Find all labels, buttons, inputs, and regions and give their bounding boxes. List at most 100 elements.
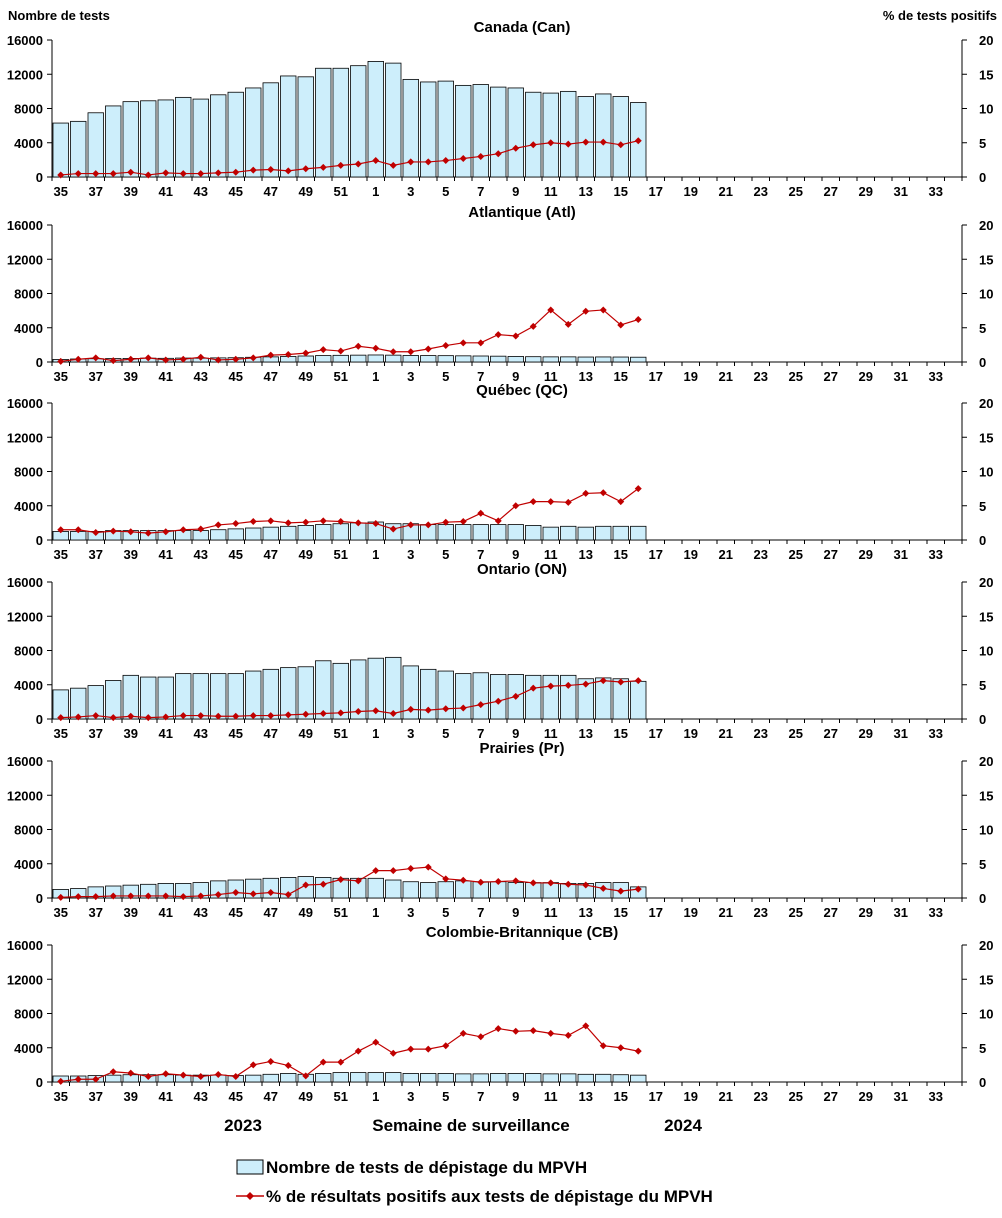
positivity-point xyxy=(512,332,520,340)
positivity-point xyxy=(267,1057,275,1065)
test-bar xyxy=(367,61,384,178)
test-bar xyxy=(437,80,454,178)
positivity-point xyxy=(547,879,555,887)
test-bar xyxy=(315,524,332,541)
positivity-point xyxy=(57,893,65,901)
test-bar xyxy=(507,1073,524,1083)
x-tick-label: 17 xyxy=(649,184,663,199)
positivity-point xyxy=(232,1073,240,1081)
left-axis-title: Nombre de tests xyxy=(8,8,110,23)
x-tick-label: 7 xyxy=(477,184,484,199)
positivity-point xyxy=(477,152,485,160)
x-tick-label: 49 xyxy=(299,726,313,741)
positivity-point xyxy=(547,682,555,690)
test-bar xyxy=(455,355,472,363)
test-bar xyxy=(157,676,174,720)
test-bar xyxy=(210,673,227,720)
positivity-point xyxy=(162,713,170,721)
x-tick-label: 25 xyxy=(789,547,803,562)
x-tick-label: 1 xyxy=(372,369,379,384)
positivity-point xyxy=(197,1073,205,1081)
test-bar xyxy=(315,660,332,720)
positivity-point xyxy=(162,169,170,177)
x-tick-label: 31 xyxy=(894,184,908,199)
x-tick-label: 43 xyxy=(194,1089,208,1104)
right-tick-label: 10 xyxy=(979,287,993,302)
positivity-point xyxy=(337,1058,345,1066)
x-tick-label: 45 xyxy=(229,369,243,384)
x-tick-label: 37 xyxy=(89,547,103,562)
positivity-point xyxy=(564,880,572,888)
panel-title: Ontario (ON) xyxy=(477,561,567,578)
test-bar xyxy=(402,78,419,178)
x-tick-label: 43 xyxy=(194,369,208,384)
positivity-point xyxy=(284,167,292,175)
x-tick-label: 45 xyxy=(229,547,243,562)
positivity-point xyxy=(407,521,415,529)
positivity-point xyxy=(162,1070,170,1078)
positivity-point xyxy=(144,354,152,362)
positivity-point xyxy=(127,355,135,363)
test-bar xyxy=(332,354,349,363)
positivity-point xyxy=(634,1047,642,1055)
test-bar xyxy=(245,1074,262,1083)
positivity-point xyxy=(92,354,100,362)
panel-3: Ontario (ON)0400080001200016000051015203… xyxy=(7,561,994,741)
left-tick-label: 8000 xyxy=(14,287,43,302)
x-tick-label: 41 xyxy=(159,184,173,199)
test-bar xyxy=(262,526,279,541)
left-tick-label: 0 xyxy=(36,891,43,906)
x-tick-label: 15 xyxy=(614,547,628,562)
panel-0: Canada (Can)0400080001200016000051015203… xyxy=(7,19,994,199)
positivity-point xyxy=(407,1045,415,1053)
right-tick-label: 20 xyxy=(979,575,993,590)
x-tick-label: 21 xyxy=(719,184,733,199)
positivity-point xyxy=(494,331,502,339)
x-tick-label: 33 xyxy=(929,905,943,920)
x-tick-label: 19 xyxy=(684,726,698,741)
x-tick-label: 27 xyxy=(824,1089,838,1104)
test-bar xyxy=(192,98,209,178)
positivity-point xyxy=(424,1045,432,1053)
right-tick-label: 10 xyxy=(979,465,993,480)
positivity-point xyxy=(564,681,572,689)
x-tick-label: 27 xyxy=(824,547,838,562)
x-tick-label: 49 xyxy=(299,1089,313,1104)
positivity-point xyxy=(319,1058,327,1066)
positivity-point xyxy=(197,892,205,900)
positivity-point xyxy=(477,701,485,709)
test-bar xyxy=(157,99,174,178)
x-tick-label: 23 xyxy=(754,726,768,741)
positivity-point xyxy=(249,1061,257,1069)
positivity-point xyxy=(74,170,82,178)
test-bar xyxy=(87,112,104,178)
positivity-point xyxy=(494,697,502,705)
positivity-point xyxy=(372,344,380,352)
x-tick-label: 21 xyxy=(719,547,733,562)
positivity-point xyxy=(547,139,555,147)
test-bar xyxy=(472,672,489,720)
test-bar xyxy=(525,91,542,178)
left-tick-label: 16000 xyxy=(7,754,43,769)
positivity-point xyxy=(617,498,625,506)
positivity-point xyxy=(564,498,572,506)
positivity-point xyxy=(127,712,135,720)
test-bar xyxy=(437,881,454,899)
left-tick-label: 4000 xyxy=(14,321,43,336)
test-bar xyxy=(437,355,454,363)
positivity-line xyxy=(60,488,639,534)
positivity-point xyxy=(442,1042,450,1050)
x-tick-label: 23 xyxy=(754,547,768,562)
test-bar xyxy=(612,1074,629,1083)
test-bar xyxy=(280,75,297,178)
test-bar xyxy=(350,659,367,720)
x-tick-label: 17 xyxy=(649,369,663,384)
positivity-point xyxy=(634,485,642,493)
positivity-point xyxy=(144,529,152,537)
x-tick-label: 47 xyxy=(264,184,278,199)
test-bar xyxy=(490,355,507,363)
positivity-point xyxy=(459,155,467,163)
positivity-point xyxy=(634,137,642,145)
x-tick-label: 3 xyxy=(407,369,414,384)
x-tick-label: 19 xyxy=(684,184,698,199)
